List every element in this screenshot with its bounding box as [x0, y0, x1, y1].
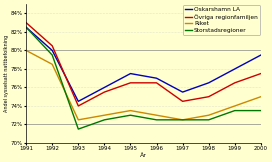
Riket [77, 119, 80, 121]
Storstadsregioner [51, 54, 54, 56]
Övriga regionfamiljen [24, 22, 28, 24]
Riket [103, 114, 106, 116]
Storstadsregioner [259, 110, 262, 112]
Storstadsregioner [103, 119, 106, 121]
Övriga regionfamiljen [103, 91, 106, 93]
Riket [155, 114, 158, 116]
Övriga regionfamiljen [51, 45, 54, 47]
Riket [207, 114, 210, 116]
Line: Riket: Riket [26, 50, 261, 120]
Oskarshamn LA [207, 82, 210, 84]
Övriga regionfamiljen [259, 73, 262, 75]
Line: Storstadsregioner: Storstadsregioner [26, 27, 261, 129]
Oskarshamn LA [155, 77, 158, 79]
Oskarshamn LA [129, 73, 132, 75]
Legend: Oskarshamn LA, Övriga regionfamiljen, Riket, Storstadsregioner: Oskarshamn LA, Övriga regionfamiljen, Ri… [183, 5, 260, 35]
Storstadsregioner [155, 119, 158, 121]
Riket [181, 119, 184, 121]
Riket [24, 49, 28, 51]
Line: Oskarshamn LA: Oskarshamn LA [26, 27, 261, 101]
Storstadsregioner [181, 119, 184, 121]
Riket [259, 96, 262, 98]
Storstadsregioner [233, 110, 236, 112]
Övriga regionfamiljen [155, 82, 158, 84]
Oskarshamn LA [259, 54, 262, 56]
Övriga regionfamiljen [207, 96, 210, 98]
Oskarshamn LA [233, 68, 236, 70]
Oskarshamn LA [181, 91, 184, 93]
Riket [51, 63, 54, 65]
Riket [233, 105, 236, 107]
Övriga regionfamiljen [129, 82, 132, 84]
Övriga regionfamiljen [233, 82, 236, 84]
Oskarshamn LA [77, 100, 80, 102]
Oskarshamn LA [51, 49, 54, 51]
Y-axis label: Andel sysselsatt nattbefolkning: Andel sysselsatt nattbefolkning [4, 35, 9, 112]
Storstadsregioner [207, 119, 210, 121]
Storstadsregioner [77, 128, 80, 130]
Storstadsregioner [24, 26, 28, 28]
Övriga regionfamiljen [181, 100, 184, 102]
Övriga regionfamiljen [77, 105, 80, 107]
Storstadsregioner [129, 114, 132, 116]
Oskarshamn LA [24, 26, 28, 28]
Riket [129, 110, 132, 112]
X-axis label: År: År [140, 153, 147, 158]
Line: Övriga regionfamiljen: Övriga regionfamiljen [26, 23, 261, 106]
Oskarshamn LA [103, 87, 106, 88]
